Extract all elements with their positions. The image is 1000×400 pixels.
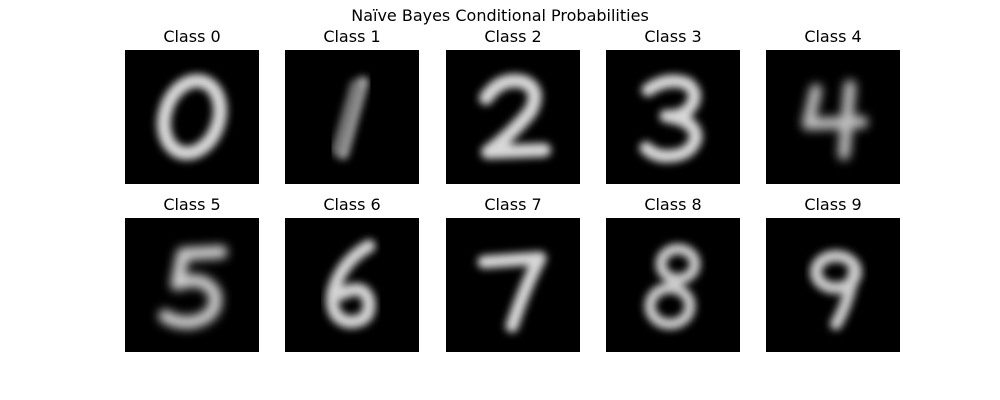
panel-class-4: Class 4 [766, 27, 900, 184]
panel-title: Class 0 [163, 27, 221, 46]
panel-title: Class 6 [323, 195, 381, 214]
digit-image-2 [446, 50, 580, 184]
digit-image-1 [285, 50, 419, 184]
digit-image-7 [446, 218, 580, 352]
panel-class-7: Class 7 [446, 195, 580, 352]
panel-class-9: Class 9 [766, 195, 900, 352]
panel-title: Class 5 [163, 195, 221, 214]
panel-class-2: Class 2 [446, 27, 580, 184]
figure-title: Naïve Bayes Conditional Probabilities [351, 6, 649, 25]
digit-image-3 [606, 50, 740, 184]
panel-title: Class 1 [323, 27, 381, 46]
panel-class-8: Class 8 [606, 195, 740, 352]
digit-image-8 [606, 218, 740, 352]
panel-title: Class 3 [644, 27, 702, 46]
panel-class-5: Class 5 [125, 195, 259, 352]
panel-title: Class 7 [484, 195, 542, 214]
panel-title: Class 4 [804, 27, 862, 46]
digit-image-9 [766, 218, 900, 352]
panel-title: Class 8 [644, 195, 702, 214]
digit-image-0 [125, 50, 259, 184]
panel-class-1: Class 1 [285, 27, 419, 184]
panel-title: Class 2 [484, 27, 542, 46]
panel-class-3: Class 3 [606, 27, 740, 184]
digit-image-5 [125, 218, 259, 352]
digit-image-6 [285, 218, 419, 352]
panel-title: Class 9 [804, 195, 862, 214]
digit-image-4 [766, 50, 900, 184]
panel-class-6: Class 6 [285, 195, 419, 352]
panel-class-0: Class 0 [125, 27, 259, 184]
